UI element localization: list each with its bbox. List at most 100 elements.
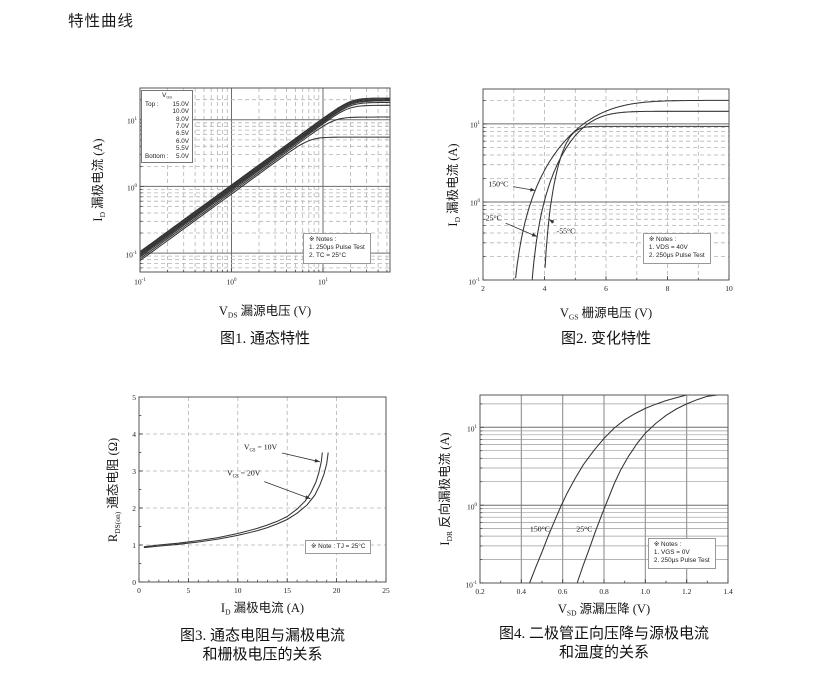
x-tick-label: 1.4 xyxy=(723,587,733,596)
plot-border xyxy=(139,87,391,273)
axis-ticks xyxy=(482,99,730,281)
curve-8.0V xyxy=(139,99,390,255)
curve-6.5V xyxy=(139,101,390,257)
chart-canvas-figure4 xyxy=(479,394,729,584)
y-tick-label: 101 xyxy=(467,424,477,434)
figure-2-transfer-characteristics: 10-1 100 101 2 4 6 8 10 ID 漏极电流 (A) VGS 栅源电压 (V) 图… xyxy=(413,69,769,410)
notes-box: ※ Notes :1. VGS = 0V 2. 250μs Pulse Test xyxy=(647,538,716,569)
chart-canvas-figure2 xyxy=(482,88,730,281)
x-tick-label: 8 xyxy=(665,284,670,293)
y-tick-label: 10-1 xyxy=(125,250,137,260)
x-tick-label: 101 xyxy=(317,277,328,287)
curve-label: VGS = 20V xyxy=(227,468,261,480)
curve-7.0V xyxy=(139,100,390,256)
y-tick-label: 3 xyxy=(132,466,136,476)
note-line: 2. 250μs Pulse Test xyxy=(653,557,710,565)
legend-row: 6.0V xyxy=(176,137,189,145)
y-tick-label: 10-1 xyxy=(468,277,480,286)
x-tick-label: 0.6 xyxy=(557,587,568,596)
legend-row: Top :15.0V xyxy=(145,100,189,108)
x-tick-label: 0.8 xyxy=(599,587,609,596)
y-axis-label: ID 漏极电流 (A) xyxy=(91,138,107,222)
curve-label: 25°C xyxy=(485,213,502,223)
annotation-arrowhead xyxy=(531,232,538,237)
curve-label: 150°C xyxy=(488,179,509,189)
notes-box: ※ Notes :1. 250μs Pulse Test 2. TC = 25°C xyxy=(303,232,371,264)
curve--55°C xyxy=(544,125,729,268)
curve-15.0V xyxy=(139,97,390,253)
annotation-arrow xyxy=(505,222,538,237)
y-axis-label: ID 漏极电流 (A) xyxy=(446,142,462,227)
curve-VGS = 20V xyxy=(143,452,329,549)
figure-caption-line2: 和栅极电压的关系 xyxy=(202,647,323,663)
legend-header: VGS xyxy=(162,92,172,100)
chart-canvas-figure3 xyxy=(138,396,387,583)
y-tick-label: 100 xyxy=(467,502,477,512)
y-tick-label: 5 xyxy=(132,392,136,402)
x-tick-label: 15 xyxy=(283,586,291,595)
x-axis-label: ID 漏极电流 (A) xyxy=(220,601,305,617)
y-axis-label: RDS(on) 通态电阻 (Ω) xyxy=(106,437,122,542)
y-tick-label: 100 xyxy=(127,183,137,193)
page-title: 特性曲线 xyxy=(68,13,135,30)
legend-row: 10.0V xyxy=(172,108,189,116)
axis-ticks xyxy=(138,396,387,583)
note-line: 2. TC = 25°C xyxy=(309,252,347,260)
note-line: ※ Note : TJ = 25°C xyxy=(310,543,366,550)
y-tick-label: 100 xyxy=(470,198,480,208)
grid xyxy=(480,395,728,583)
legend-row: 7.0V xyxy=(176,122,189,130)
annotation-arrowhead xyxy=(305,495,311,499)
curve-5.0V xyxy=(139,136,390,262)
y-axis-label: IDR 反向漏极电流 (A) xyxy=(438,432,454,546)
x-tick-label: 20 xyxy=(332,586,341,595)
annotation-arrowhead xyxy=(314,458,320,463)
annotation-arrowhead xyxy=(549,219,555,224)
y-tick-label: 101 xyxy=(470,120,480,130)
figure-3-on-resistance-vs-drain-current: 0 1 2 3 4 5 0 5 10 15 20 25 RDS(on) 通态电阻 (Ω) ID 漏极电流 … xyxy=(69,377,426,687)
notes-box: ※ Notes :1. VDS = 40V 2. 250μs Pulse Test xyxy=(642,233,711,264)
x-tick-label: 2 xyxy=(481,284,485,293)
x-axis-label: VGS 栅源电压 (V) xyxy=(559,306,653,322)
curve-label: 25°C xyxy=(576,524,593,534)
curve-150°C xyxy=(529,394,687,584)
figure-caption: 图3. 通态电阻与漏极电流 和栅极电压的关系 xyxy=(139,627,386,665)
figure-1-on-state-characteristics: 10-1 100 101 10-1 100 101 ID 漏极电流 (A) VDS 漏源电压 … xyxy=(70,68,430,402)
curve-VGS = 10V xyxy=(143,452,323,548)
vgs-legend: VGS Top :15.0V 10.0V 8.0V 7.0V 6.5V 6.0V 5.5V Bo… xyxy=(141,90,193,164)
figure-caption: 图1. 通态特性 xyxy=(219,331,310,347)
x-tick-label: 10-1 xyxy=(134,277,146,287)
note-line: ※ Notes : xyxy=(309,235,337,243)
legend-row: 5.5V xyxy=(176,145,189,153)
note-line: 2. 250μs Pulse Test xyxy=(648,252,705,260)
curve-25°C xyxy=(531,110,729,281)
y-tick-label: 1 xyxy=(132,540,136,550)
annotation-arrowhead xyxy=(530,187,536,192)
y-tick-label: 2 xyxy=(132,503,136,513)
notes-box: ※ Note : TJ = 25°C xyxy=(304,540,372,555)
figure-caption: 图4. 二极管正向压降与源极电流 和温度的关系 xyxy=(480,625,728,663)
x-axis-label: VSD 源漏压降 (V) xyxy=(557,602,651,618)
x-tick-label: 10 xyxy=(725,284,733,293)
x-tick-label: 6 xyxy=(604,284,608,293)
figure-caption-line2: 和温度的关系 xyxy=(558,645,649,661)
x-tick-label: 5 xyxy=(186,586,191,595)
curve-5.5V xyxy=(139,116,390,260)
plot-border xyxy=(138,396,387,583)
curve-6.0V xyxy=(139,104,390,258)
legend-row: 8.0V xyxy=(176,115,189,123)
grid xyxy=(483,89,729,280)
figure-4-diode-forward-voltage: 10-1 100 101 0.2 0.4 0.6 0.8 1.0 1.2 1.4 IDR 反向漏极电… xyxy=(410,375,768,687)
x-tick-label: 1.0 xyxy=(640,587,651,596)
figure-caption: 图2. 变化特性 xyxy=(560,331,651,347)
x-tick-label: 10 xyxy=(234,586,242,595)
y-tick-label: 4 xyxy=(132,429,136,439)
axis-ticks xyxy=(479,403,729,584)
x-tick-label: 1.2 xyxy=(681,587,692,596)
note-line: ※ Notes : xyxy=(653,541,682,549)
x-tick-label: 0.2 xyxy=(475,587,485,596)
curve-label: 150°C xyxy=(529,524,550,534)
annotation-arrow xyxy=(281,452,320,463)
curves xyxy=(529,394,718,584)
